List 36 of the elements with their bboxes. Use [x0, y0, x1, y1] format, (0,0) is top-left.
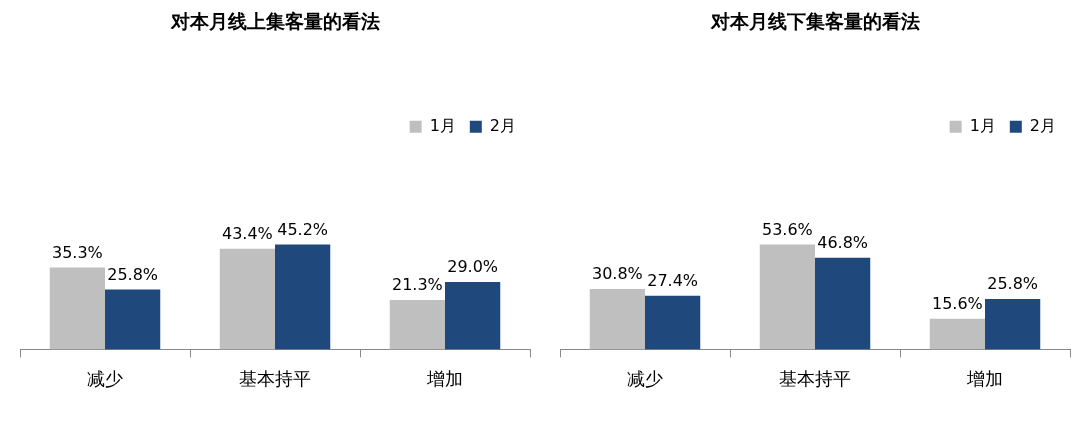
x-tick-label: 增加	[966, 367, 1003, 389]
bar	[219, 248, 275, 350]
bar	[389, 299, 445, 350]
data-label: 45.2%	[277, 219, 329, 239]
chart-title: 对本月线上集客量的看法	[169, 10, 380, 33]
data-label: 35.3%	[51, 242, 103, 262]
bar	[589, 289, 645, 350]
bar	[929, 318, 985, 350]
data-label: 43.4%	[221, 223, 273, 243]
data-label: 29.0%	[447, 257, 499, 277]
data-label: 21.3%	[391, 275, 443, 295]
data-label: 27.4%	[647, 270, 699, 290]
bar	[445, 282, 501, 350]
data-label: 25.8%	[987, 274, 1039, 294]
data-label: 15.6%	[931, 294, 983, 314]
bar	[105, 289, 161, 350]
bar	[759, 244, 815, 350]
legend-label: 2月	[1029, 115, 1057, 135]
legend-label: 2月	[489, 115, 517, 135]
bar	[985, 298, 1041, 350]
x-tick-label: 减少	[87, 367, 123, 389]
legend-label: 1月	[429, 115, 456, 135]
data-label: 30.8%	[591, 264, 643, 284]
x-tick-label: 增加	[426, 367, 463, 389]
chart-title: 对本月线下集客量的看法	[709, 10, 920, 33]
data-label: 46.8%	[817, 232, 869, 252]
legend-label: 1月	[969, 115, 996, 135]
bar	[815, 257, 871, 350]
data-label: 25.8%	[107, 264, 159, 284]
x-tick-label: 减少	[627, 367, 663, 389]
bar	[645, 295, 701, 350]
bar	[49, 267, 105, 350]
bar	[275, 244, 331, 350]
x-tick-label: 基本持平	[239, 367, 311, 389]
data-label: 53.6%	[761, 219, 813, 239]
x-tick-label: 基本持平	[779, 367, 851, 389]
